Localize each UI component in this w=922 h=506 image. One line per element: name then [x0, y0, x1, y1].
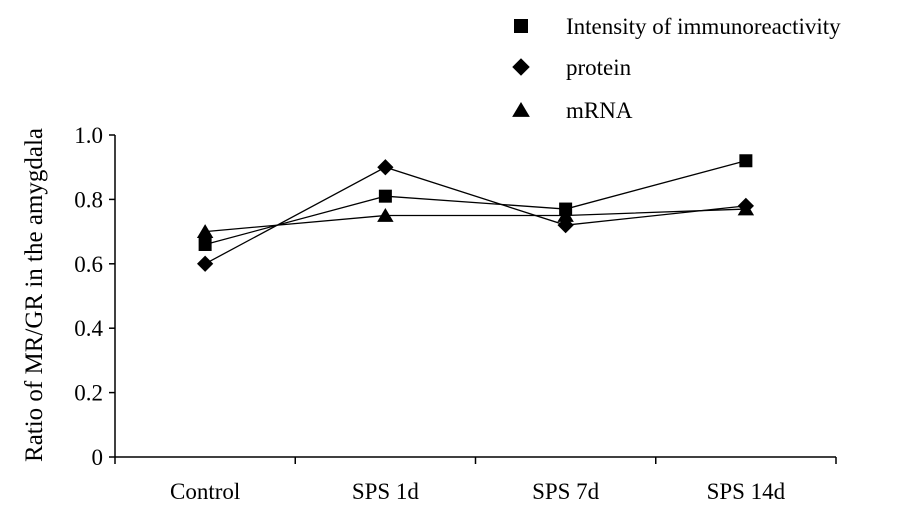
- point-triangle-sps-1d: [377, 208, 394, 222]
- x-tick-label: SPS 14d: [707, 479, 786, 504]
- series-line-protein: [204, 166, 746, 265]
- series-line-intensity-of-immunoreactivity: [204, 160, 747, 246]
- series-line-mrna: [205, 208, 746, 233]
- point-triangle-sps-14d: [737, 201, 755, 216]
- legend: Intensity of immunoreactivity protein mRNA: [512, 14, 841, 123]
- point-triangle-control: [196, 224, 214, 238]
- x-tick-label: SPS 7d: [532, 479, 600, 504]
- point-diamond-sps-1d: [377, 159, 394, 176]
- y-tick-label: 1.0: [74, 123, 103, 148]
- y-axis-title: Ratio of MR/GR in the amygdala: [21, 128, 48, 462]
- y-tick-label: 0.6: [74, 252, 103, 277]
- point-square-sps-1d: [378, 189, 392, 203]
- point-diamond-control: [197, 255, 214, 272]
- y-tick-label: 0.4: [74, 316, 103, 341]
- legend-marker-triangle: [512, 101, 530, 117]
- legend-marker-diamond: [512, 58, 530, 76]
- point-square-control: [198, 237, 212, 251]
- series-lines: [204, 160, 747, 265]
- legend-label: Intensity of immunoreactivity: [566, 14, 841, 39]
- y-tick-label: 0.2: [74, 381, 103, 406]
- legend-label: protein: [566, 55, 632, 80]
- axes: [109, 134, 837, 464]
- x-tick-labels: Control SPS 1d SPS 7d SPS 14d: [170, 479, 786, 504]
- point-triangle-sps-7d: [557, 208, 574, 222]
- legend-marker-square: [514, 19, 528, 33]
- point-square-sps-14d: [739, 154, 753, 168]
- y-tick-label: 0: [92, 445, 104, 470]
- y-tick-labels: 0 0.2 0.4 0.6 0.8 1.0: [74, 123, 103, 470]
- series-markers: [196, 154, 755, 272]
- x-tick-label: SPS 1d: [352, 479, 420, 504]
- y-tick-label: 0.8: [74, 187, 103, 212]
- legend-label: mRNA: [566, 98, 633, 123]
- x-tick-label: Control: [170, 479, 240, 504]
